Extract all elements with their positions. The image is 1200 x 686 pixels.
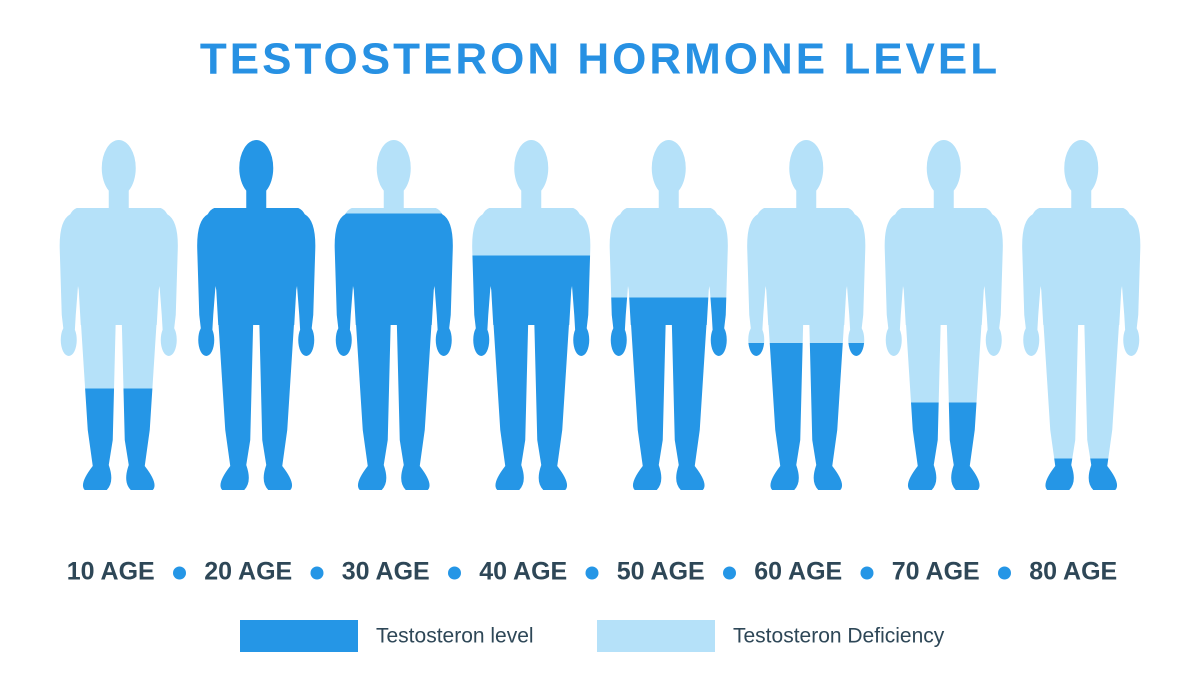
figure bbox=[472, 140, 591, 490]
figure bbox=[884, 140, 1003, 490]
separator-dot bbox=[173, 566, 186, 580]
fill-segment bbox=[884, 402, 1003, 490]
x-tick-label: 30 AGE bbox=[342, 558, 430, 586]
fill-segment bbox=[609, 140, 728, 298]
separator-dot bbox=[448, 566, 461, 580]
figure bbox=[334, 140, 453, 490]
separator-dot bbox=[585, 566, 599, 580]
figure bbox=[609, 140, 728, 490]
separator-dot bbox=[860, 566, 874, 580]
fill-segment bbox=[472, 140, 591, 256]
figure bbox=[1022, 140, 1141, 490]
fill-segment bbox=[197, 140, 316, 490]
fill-segment bbox=[59, 140, 178, 389]
figure bbox=[197, 140, 316, 490]
fill-segment bbox=[334, 140, 453, 214]
x-tick-label: 60 AGE bbox=[754, 558, 842, 586]
separator-dot bbox=[723, 566, 736, 580]
fill-segment bbox=[609, 297, 728, 490]
fill-segment bbox=[747, 140, 866, 343]
x-tick-label: 40 AGE bbox=[479, 558, 567, 586]
fill-segment bbox=[884, 140, 1003, 403]
x-tick-label: 70 AGE bbox=[892, 558, 980, 586]
fill-segment bbox=[472, 255, 591, 490]
x-tick-label: 50 AGE bbox=[617, 558, 705, 586]
fill-segment bbox=[1022, 458, 1141, 490]
x-tick-label: 20 AGE bbox=[204, 558, 292, 586]
fill-segment bbox=[59, 388, 178, 490]
fill-segment bbox=[1022, 140, 1141, 459]
figure bbox=[59, 140, 178, 490]
fill-segment bbox=[334, 213, 453, 490]
legend-label: Testosteron level bbox=[376, 625, 534, 648]
legend-swatch bbox=[240, 620, 358, 652]
legend-label: Testosteron Deficiency bbox=[733, 625, 945, 648]
legend-swatch bbox=[597, 620, 715, 652]
fill-segment bbox=[747, 343, 866, 490]
figure bbox=[747, 140, 866, 490]
separator-dot bbox=[310, 566, 324, 580]
x-tick-label: 10 AGE bbox=[67, 558, 155, 586]
x-tick-label: 80 AGE bbox=[1029, 558, 1117, 586]
separator-dot bbox=[998, 566, 1011, 580]
chart-title: TESTOSTERON HORMONE LEVEL bbox=[200, 35, 1000, 84]
